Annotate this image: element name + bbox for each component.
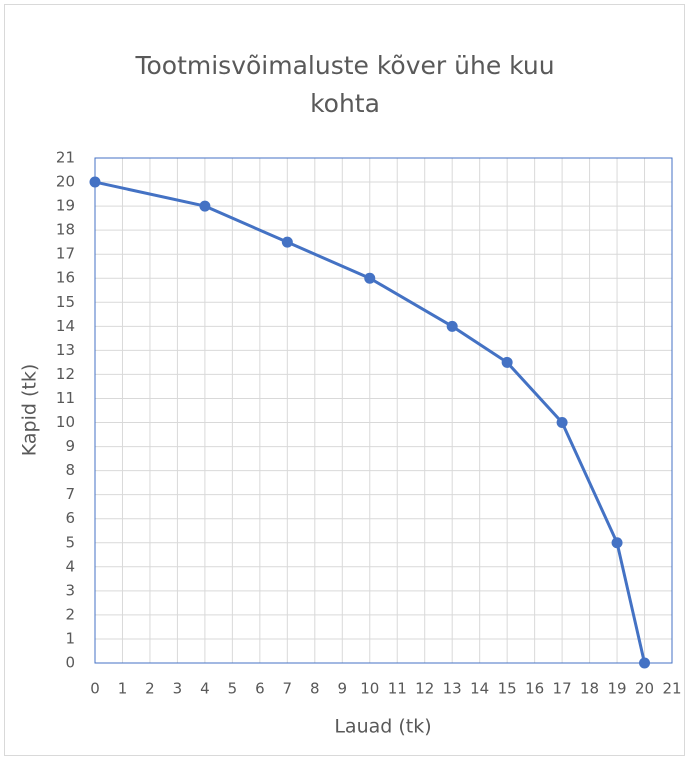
data-point: [639, 657, 651, 669]
x-tick-label: 5: [228, 680, 238, 698]
x-tick-label: 12: [415, 680, 434, 698]
y-tick-label: 4: [65, 557, 75, 575]
x-tick-label: 14: [470, 680, 489, 698]
y-tick-label: 13: [56, 341, 75, 359]
x-tick-label: 11: [388, 680, 407, 698]
x-tick-label: 0: [90, 680, 100, 698]
x-tick-label: 19: [608, 680, 627, 698]
data-point: [501, 356, 513, 368]
data-point: [281, 236, 293, 248]
data-point: [89, 176, 101, 188]
x-tick-label: 3: [173, 680, 183, 698]
data-point: [556, 417, 568, 429]
y-tick-label: 7: [65, 485, 75, 503]
data-point: [364, 272, 376, 284]
x-tick-label: 18: [580, 680, 599, 698]
y-tick-label: 9: [65, 437, 75, 455]
x-axis-title: Lauad (tk): [334, 716, 431, 738]
y-tick-label: 0: [65, 654, 75, 672]
data-point: [611, 537, 623, 549]
data-point: [446, 320, 458, 332]
y-tick-label: 15: [56, 293, 75, 311]
x-tick-label: 16: [525, 680, 544, 698]
x-tick-label: 1: [118, 680, 128, 698]
x-tick-label: 10: [360, 680, 379, 698]
y-tick-label: 2: [65, 605, 75, 623]
y-axis-title: Kapid (tk): [19, 364, 41, 457]
y-tick-label: 19: [56, 197, 75, 215]
y-tick-label: 5: [65, 533, 75, 551]
x-tick-label: 8: [310, 680, 320, 698]
y-tick-label: 3: [65, 581, 75, 599]
x-tick-label: 21: [662, 680, 681, 698]
y-tick-label: 12: [56, 365, 75, 383]
x-tick-label: 17: [553, 680, 572, 698]
y-tick-label: 18: [56, 221, 75, 239]
y-tick-label: 20: [56, 173, 75, 191]
y-tick-label: 14: [56, 317, 75, 335]
y-tick-label: 10: [56, 413, 75, 431]
chart-title: Tootmisvõimaluste kõver ühe kuu kohta: [135, 51, 555, 118]
plot-frame: [94, 157, 673, 664]
x-tick-label: 7: [283, 680, 293, 698]
y-tick-label: 6: [65, 509, 75, 527]
y-tick-label: 11: [56, 389, 75, 407]
y-tick-label: 8: [65, 461, 75, 479]
x-tick-label: 20: [635, 680, 654, 698]
y-tick-label: 1: [65, 629, 75, 647]
y-tick-label: 17: [56, 245, 75, 263]
x-tick-label: 2: [145, 680, 155, 698]
chart: Tootmisvõimaluste kõver ühe kuu kohta La…: [4, 4, 685, 756]
y-tick-label: 21: [56, 149, 75, 167]
x-tick-label: 9: [338, 680, 348, 698]
x-tick-label: 13: [443, 680, 462, 698]
x-tick-label: 4: [200, 680, 210, 698]
x-tick-label: 6: [255, 680, 265, 698]
x-tick-label: 15: [498, 680, 517, 698]
data-point: [199, 200, 211, 212]
y-tick-label: 16: [56, 269, 75, 287]
